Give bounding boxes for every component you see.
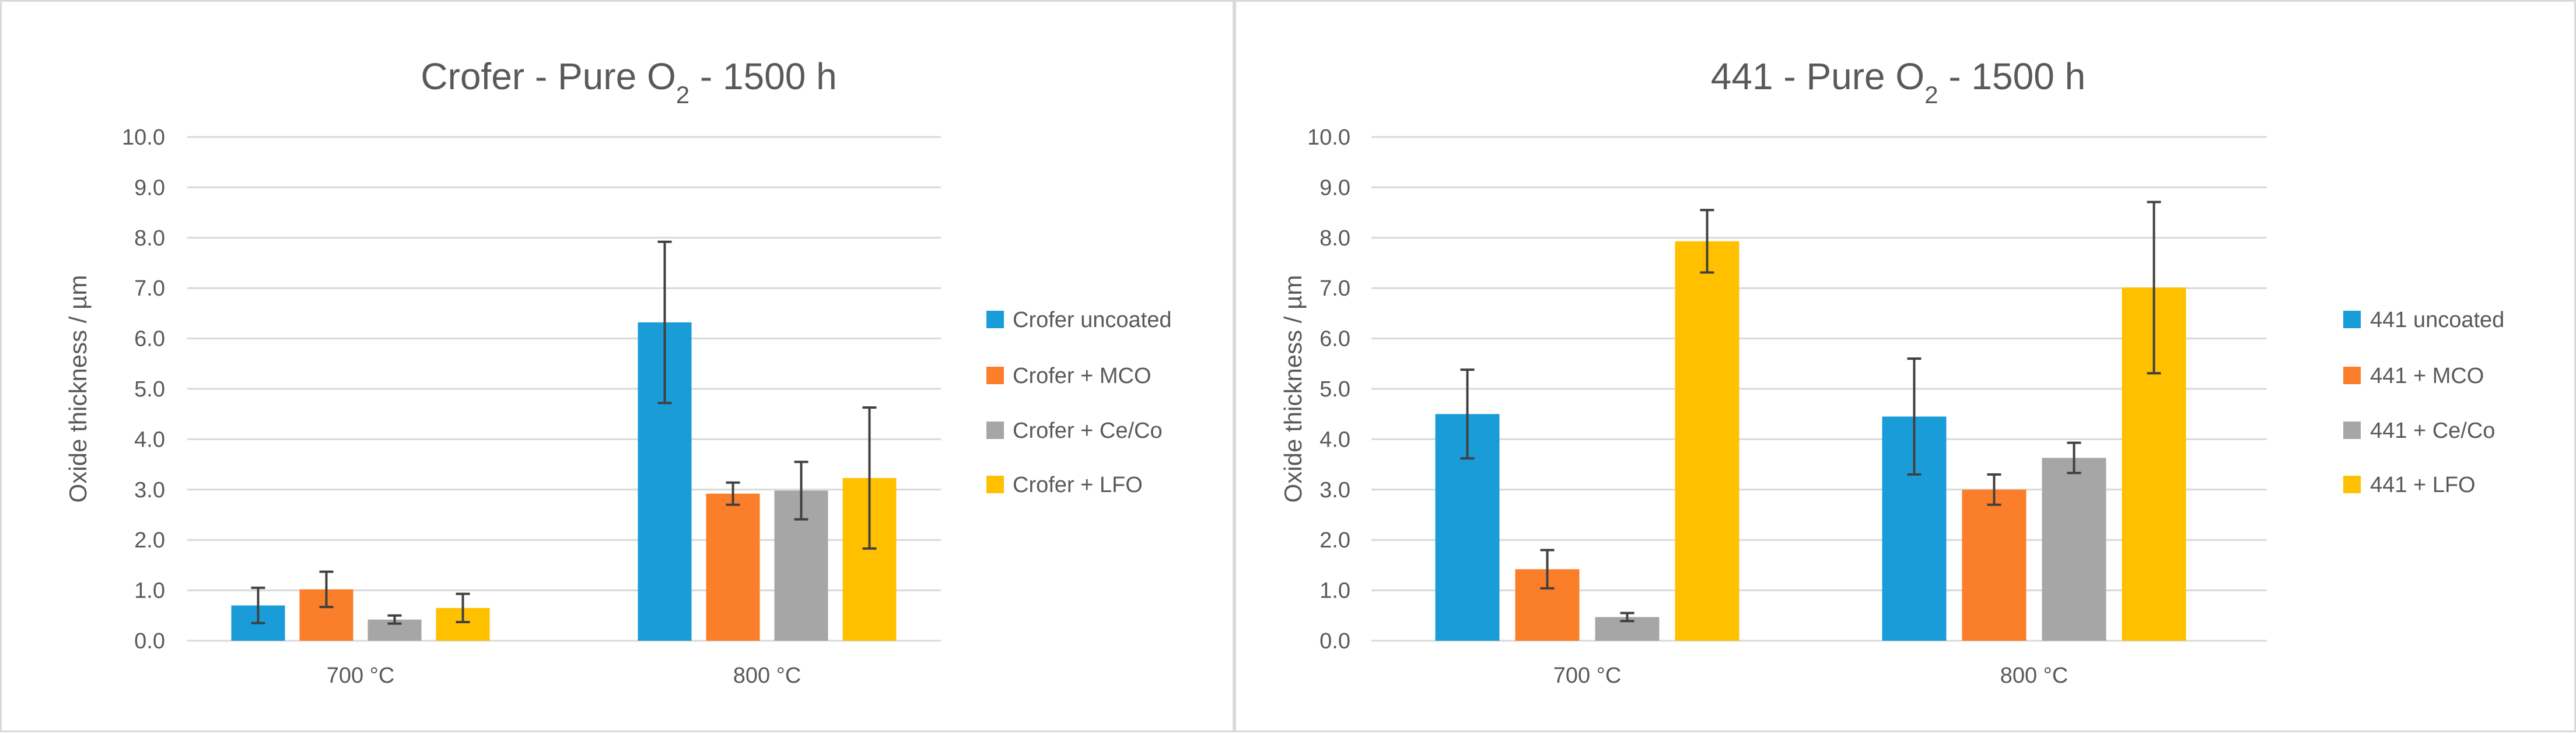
chart-title-suffix: - 1500 h: [690, 55, 837, 97]
y-tick-label: 0.0: [134, 629, 165, 654]
legend-label: 441 + Ce/Co: [2370, 419, 2495, 443]
legend-swatch: [2343, 311, 2361, 328]
y-tick-label: 4.0: [1320, 427, 1350, 452]
legend-swatch: [986, 367, 1004, 384]
chart-title: Crofer - Pure O2 - 1500 h: [421, 55, 836, 108]
y-tick-label: 2.0: [1320, 528, 1350, 553]
y-tick-label: 5.0: [1320, 377, 1350, 402]
legend-label: Crofer + MCO: [1013, 364, 1152, 388]
y-tick-label: 8.0: [1320, 226, 1350, 251]
legend-swatch: [986, 422, 1004, 439]
bar: [706, 493, 760, 641]
chart-crofer: 0.0 1.0 2.0 3.0 4.0 5.0 6.0 7.0 8.0 9.0 10.0 Crofer…: [64, 55, 1172, 688]
chart-title-main: 441 - Pure O: [1711, 55, 1924, 97]
y-tick-label: 9.0: [1320, 175, 1350, 200]
y-tick-label: 10.0: [1307, 125, 1350, 150]
x-category-label: 700 °C: [1553, 663, 1622, 688]
x-category-label: 700 °C: [327, 663, 395, 688]
y-tick-label: 8.0: [134, 226, 165, 251]
chart-title-subscript: 2: [676, 81, 690, 108]
y-tick-label: 6.0: [1320, 327, 1350, 352]
legend-label: Crofer + LFO: [1013, 473, 1143, 497]
legend-swatch: [986, 476, 1004, 493]
chart-title-subscript: 2: [1924, 81, 1938, 108]
bar: [1962, 489, 2027, 641]
y-axis-label: Oxide thickness / µm: [1279, 275, 1307, 503]
chart-title-suffix: - 1500 h: [1938, 55, 2086, 97]
chart-panel-crofer: 0.0 1.0 2.0 3.0 4.0 5.0 6.0 7.0 8.0 9.0 10.0 Crofer…: [0, 0, 1234, 732]
legend-label: 441 + MCO: [2370, 364, 2484, 388]
legend-label: Crofer uncoated: [1013, 308, 1172, 332]
y-tick-label: 4.0: [134, 427, 165, 452]
y-tick-label: 5.0: [134, 377, 165, 402]
y-axis-label: Oxide thickness / µm: [64, 275, 92, 503]
x-category-label: 800 °C: [733, 663, 802, 688]
chart-441: 0.0 1.0 2.0 3.0 4.0 5.0 6.0 7.0 8.0 9.0 10.0 441 - …: [1279, 55, 2504, 688]
legend-swatch: [2343, 367, 2361, 384]
legend-swatch: [2343, 476, 2361, 493]
chart-title-main: Crofer - Pure O: [421, 55, 676, 97]
y-tick-label: 2.0: [134, 528, 165, 553]
x-category-label: 800 °C: [2000, 663, 2068, 688]
legend-label: 441 + LFO: [2370, 473, 2476, 497]
y-tick-label: 1.0: [1320, 579, 1350, 603]
y-tick-label: 7.0: [134, 276, 165, 301]
y-tick-label: 9.0: [134, 175, 165, 200]
y-tick-label: 1.0: [134, 579, 165, 603]
y-tick-label: 3.0: [134, 478, 165, 503]
y-tick-label: 10.0: [122, 125, 165, 150]
y-tick-label: 6.0: [134, 327, 165, 352]
legend-label: Crofer + Ce/Co: [1013, 419, 1163, 443]
legend-label: 441 uncoated: [2370, 308, 2504, 332]
y-tick-label: 3.0: [1320, 478, 1350, 503]
bar: [1675, 241, 1740, 641]
legend-swatch: [986, 311, 1004, 328]
bar: [2042, 458, 2106, 641]
chart-title: 441 - Pure O2 - 1500 h: [1711, 55, 2085, 108]
chart-panel-441: 0.0 1.0 2.0 3.0 4.0 5.0 6.0 7.0 8.0 9.0 10.0 441 - …: [1234, 0, 2576, 732]
y-tick-label: 7.0: [1320, 276, 1350, 301]
legend-swatch: [2343, 422, 2361, 439]
y-tick-label: 0.0: [1320, 629, 1350, 654]
